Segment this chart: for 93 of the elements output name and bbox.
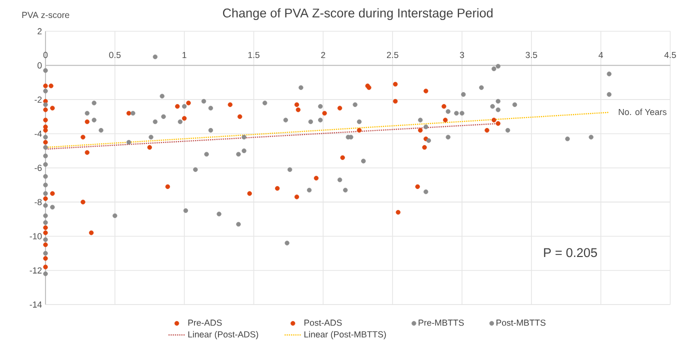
point xyxy=(396,210,400,215)
point xyxy=(43,144,48,150)
point xyxy=(393,98,398,104)
point xyxy=(424,88,428,94)
point xyxy=(238,114,242,119)
point xyxy=(48,83,54,88)
x-tick-label: 4.5 xyxy=(664,52,676,58)
x-tick-label: 3 xyxy=(460,52,464,58)
point xyxy=(43,264,48,270)
point xyxy=(165,184,170,189)
legend-label: Linear (Post-MBTTS) xyxy=(304,330,386,340)
point xyxy=(43,213,48,218)
point xyxy=(484,128,490,133)
y-tick-label: 2 xyxy=(38,28,42,34)
y-tick-label: -6 xyxy=(34,164,42,171)
point xyxy=(43,242,48,247)
point xyxy=(247,191,252,196)
point xyxy=(43,256,48,261)
point xyxy=(43,220,48,225)
chart-title: Change of PVA Z-score during Interstage Period xyxy=(222,8,493,20)
legend-label: Linear (Post-ADS) xyxy=(188,330,258,340)
point xyxy=(43,134,48,140)
point xyxy=(43,118,48,122)
point xyxy=(43,140,48,144)
point xyxy=(393,82,398,86)
point xyxy=(340,155,345,160)
point xyxy=(186,100,191,106)
point xyxy=(442,118,448,122)
legend-label: Pre-ADS xyxy=(188,319,222,326)
point xyxy=(182,116,187,121)
point xyxy=(322,110,327,116)
x-tick-label: 1 xyxy=(182,52,186,58)
y-tick-label: 0 xyxy=(38,62,42,68)
y-axis-title: PVA z-score xyxy=(22,12,70,18)
annotation: P = 0.205 xyxy=(544,248,597,257)
point xyxy=(337,106,342,110)
x-tick-label: 3.5 xyxy=(526,52,538,58)
point xyxy=(43,162,48,167)
y-tick-label: -10 xyxy=(30,233,42,240)
y-tick-label: -12 xyxy=(30,267,42,274)
point xyxy=(84,150,90,155)
legend-label: Post-ADS xyxy=(304,319,342,326)
point xyxy=(294,102,300,107)
point xyxy=(442,104,446,109)
x-axis-title: No. of Years xyxy=(618,108,666,115)
point xyxy=(422,144,427,150)
point xyxy=(275,186,280,191)
point xyxy=(496,121,500,126)
point xyxy=(147,144,152,150)
point xyxy=(314,176,319,180)
x-tick-label: 0 xyxy=(43,52,48,58)
y-tick-label: -14 xyxy=(30,301,42,308)
y-tick-label: -8 xyxy=(34,198,42,206)
y-tick-label: -4 xyxy=(34,130,42,137)
point xyxy=(415,184,420,189)
x-tick-label: 4 xyxy=(598,52,603,58)
point xyxy=(43,102,48,107)
legend-label: Post-MBTTS xyxy=(496,319,546,326)
point xyxy=(294,194,300,200)
point xyxy=(356,128,362,133)
x-tick-label: 0.5 xyxy=(109,52,121,58)
point xyxy=(43,88,48,94)
point xyxy=(43,225,48,230)
x-tick-label: 2.5 xyxy=(386,52,398,58)
point xyxy=(43,107,48,112)
point xyxy=(296,107,301,112)
point xyxy=(492,118,496,122)
x-tick-label: 2 xyxy=(321,52,326,58)
point xyxy=(126,110,132,116)
point xyxy=(418,128,423,133)
legend-label: Pre-MBTTS xyxy=(418,319,464,326)
point xyxy=(88,230,94,236)
point xyxy=(43,271,48,276)
point xyxy=(175,104,180,109)
point xyxy=(43,203,48,208)
point xyxy=(43,83,48,88)
point xyxy=(43,196,48,201)
point xyxy=(43,250,48,256)
point xyxy=(43,230,48,236)
point xyxy=(43,237,48,242)
point xyxy=(84,119,90,124)
point xyxy=(43,174,48,179)
point xyxy=(50,106,55,110)
x-tick-label: 1.5 xyxy=(248,52,260,58)
point xyxy=(80,134,86,140)
y-tick-label: -2 xyxy=(34,96,42,103)
point xyxy=(43,191,48,196)
point xyxy=(43,68,48,73)
point xyxy=(43,153,48,158)
point xyxy=(50,191,55,196)
point xyxy=(80,200,86,204)
point xyxy=(228,102,232,107)
point xyxy=(43,182,48,188)
